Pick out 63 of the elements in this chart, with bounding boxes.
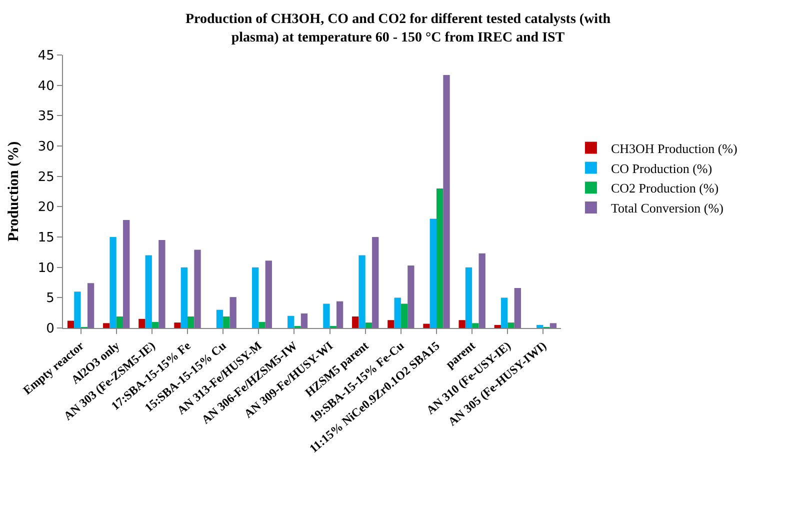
bar bbox=[465, 267, 472, 328]
bar bbox=[358, 255, 366, 328]
y-tick-label: 30 bbox=[38, 140, 54, 155]
bar bbox=[472, 323, 479, 328]
y-tick-label: 40 bbox=[38, 78, 54, 94]
bar bbox=[138, 318, 146, 328]
legend-label: CO2 Production (%) bbox=[610, 180, 719, 196]
bar bbox=[388, 320, 394, 328]
bar bbox=[158, 240, 166, 328]
bar bbox=[394, 298, 401, 328]
legend-label: CH3OH Production (%) bbox=[610, 140, 738, 156]
bar bbox=[300, 313, 308, 328]
y-tick-label: 5 bbox=[46, 291, 54, 306]
bar bbox=[336, 301, 344, 328]
bar bbox=[500, 298, 508, 328]
chart-title: Production of CH3OH, CO and CO2 for different tested catalysts (with plasma) at temperature 60 - 150 °C from IREC and IST bbox=[185, 12, 611, 46]
y-axis-title: Production (%) bbox=[6, 141, 22, 242]
bar bbox=[194, 250, 201, 328]
bar bbox=[216, 310, 224, 328]
y-tick-label: 10 bbox=[38, 260, 54, 276]
bar bbox=[152, 322, 159, 328]
y-tick-label: 20 bbox=[38, 200, 54, 216]
y-tick-label: 15 bbox=[38, 230, 54, 246]
legend-label: CO Production (%) bbox=[610, 160, 712, 176]
y-tick-label: 45 bbox=[38, 48, 54, 64]
bar bbox=[223, 316, 230, 328]
bar bbox=[265, 260, 272, 328]
bar bbox=[188, 316, 194, 328]
bar bbox=[323, 304, 330, 328]
bar bbox=[443, 75, 450, 328]
bar bbox=[365, 322, 372, 328]
y-tick-label: 25 bbox=[38, 170, 54, 185]
bar bbox=[514, 288, 521, 328]
legend-label: Total Conversion (%) bbox=[610, 200, 724, 216]
bar bbox=[430, 218, 436, 328]
bar bbox=[372, 237, 379, 328]
bar bbox=[258, 322, 266, 328]
bar bbox=[116, 316, 124, 328]
y-tick-label: 35 bbox=[38, 109, 54, 124]
bar bbox=[536, 324, 544, 328]
bar bbox=[230, 297, 236, 328]
bar bbox=[423, 324, 430, 328]
bar bbox=[110, 237, 116, 328]
bar bbox=[494, 324, 501, 328]
bar bbox=[74, 292, 81, 328]
bar bbox=[145, 255, 152, 328]
bar bbox=[408, 266, 414, 328]
bar bbox=[123, 220, 130, 328]
bar bbox=[400, 304, 408, 328]
bar bbox=[458, 320, 466, 328]
bar bbox=[87, 283, 94, 328]
bar bbox=[174, 322, 181, 328]
y-tick-label: 0 bbox=[46, 322, 54, 337]
bar bbox=[103, 323, 110, 328]
bar bbox=[288, 316, 294, 328]
bar bbox=[550, 323, 557, 328]
bar bbox=[436, 188, 444, 328]
bar bbox=[508, 322, 514, 328]
bar bbox=[478, 253, 486, 328]
bar bbox=[352, 316, 359, 328]
bar bbox=[67, 320, 74, 328]
bar bbox=[180, 267, 188, 328]
bar bbox=[252, 267, 259, 328]
